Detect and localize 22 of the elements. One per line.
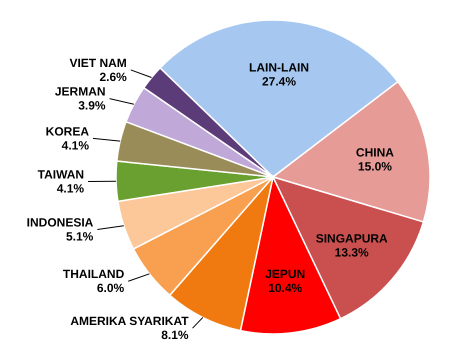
data-label: 13.3% bbox=[334, 245, 370, 260]
slice-label: SINGAPURA bbox=[316, 231, 388, 246]
data-label: 10.4% bbox=[268, 280, 303, 295]
slice-label: JERMAN bbox=[54, 84, 106, 99]
slice-label: TAIWAN bbox=[38, 168, 84, 182]
slice-label: CHINA bbox=[356, 145, 394, 160]
data-label: 4.1% bbox=[62, 138, 90, 152]
slice-label: THAILAND bbox=[62, 267, 125, 282]
slice-label: JEPUN bbox=[265, 266, 306, 281]
data-label: 2.6% bbox=[99, 70, 128, 84]
slice-label: LAIN-LAIN bbox=[249, 60, 309, 75]
slice-label: INDONESIA bbox=[26, 216, 94, 230]
data-label: 27.4% bbox=[262, 74, 296, 89]
data-label: 15.0% bbox=[358, 159, 392, 174]
data-label: 8.1% bbox=[161, 328, 189, 342]
slice-label: AMERIKA SYARIKAT bbox=[70, 314, 190, 328]
slice-label: VIET NAM bbox=[69, 56, 127, 70]
data-label: 5.1% bbox=[66, 230, 94, 244]
data-label: 3.9% bbox=[78, 98, 106, 113]
slice-label: KOREA bbox=[46, 124, 90, 138]
data-label: 6.0% bbox=[96, 281, 125, 296]
data-label: 4.1% bbox=[56, 182, 84, 196]
